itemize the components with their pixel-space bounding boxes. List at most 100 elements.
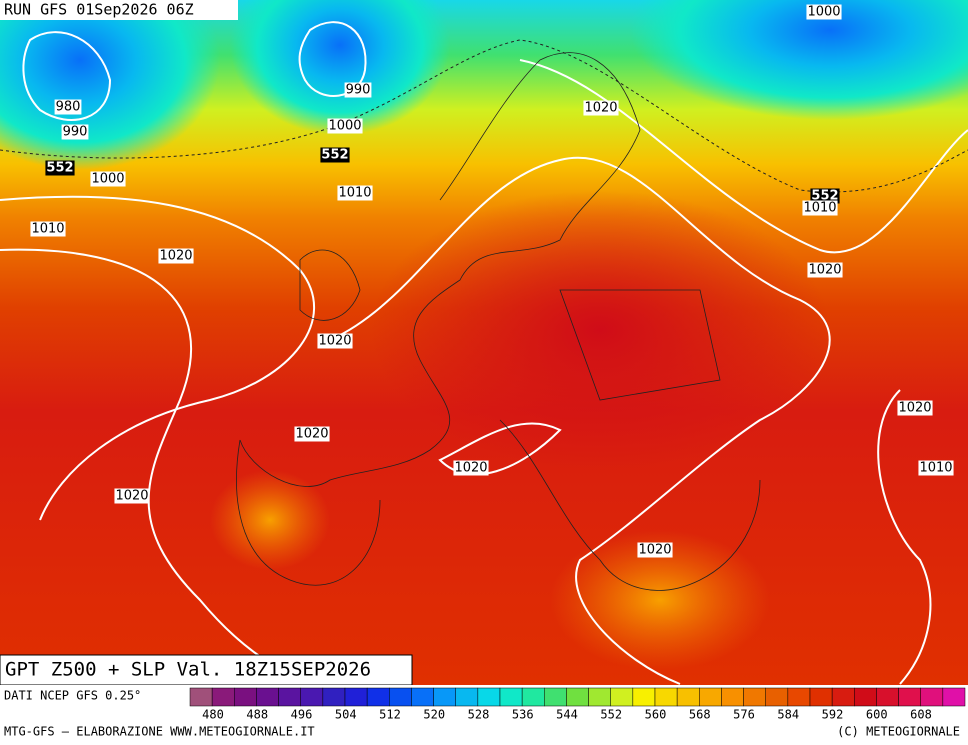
label-box bbox=[637, 542, 673, 558]
legend-tick-label: 608 bbox=[910, 708, 932, 722]
legend-swatch bbox=[809, 687, 833, 707]
label-box bbox=[320, 147, 350, 163]
legend-tick-label: 520 bbox=[423, 708, 445, 722]
legend-tick-label: 496 bbox=[291, 708, 313, 722]
legend-swatch bbox=[521, 687, 545, 707]
map-title: GPT Z500 + SLP Val. 18Z15SEP2026 bbox=[5, 659, 371, 681]
isobar-label: 1020 bbox=[808, 263, 841, 278]
isobar-label: 552 bbox=[321, 148, 348, 163]
legend-swatch bbox=[854, 687, 877, 707]
isobars bbox=[0, 21, 968, 685]
legend-swatch bbox=[322, 687, 346, 707]
isobar-label: 1010 bbox=[919, 461, 952, 476]
label-box bbox=[344, 82, 372, 98]
legend-tick-label: 576 bbox=[733, 708, 755, 722]
legend-tick-label: 544 bbox=[556, 708, 578, 722]
legend-tick-label: 552 bbox=[600, 708, 622, 722]
label-box bbox=[583, 100, 619, 116]
legend-swatch bbox=[654, 687, 678, 707]
isobar-label: 1000 bbox=[807, 5, 840, 20]
label-box bbox=[294, 426, 330, 442]
isobar-label: 1020 bbox=[898, 401, 931, 416]
legend-swatch bbox=[765, 687, 789, 707]
isobar-label: 990 bbox=[63, 125, 88, 140]
legend-tick-label: 504 bbox=[335, 708, 357, 722]
isobar-label: 990 bbox=[346, 83, 371, 98]
legend-swatch bbox=[411, 687, 434, 707]
legend-swatch bbox=[189, 687, 213, 707]
label-box bbox=[453, 460, 489, 476]
label-box bbox=[897, 400, 933, 416]
isobar-label: 1000 bbox=[328, 119, 361, 134]
legend-swatch bbox=[942, 687, 966, 707]
legend-swatch bbox=[300, 687, 324, 707]
legend-tick-label: 600 bbox=[866, 708, 888, 722]
label-box bbox=[802, 200, 838, 216]
label-box bbox=[54, 99, 82, 115]
legend-tick-label: 536 bbox=[512, 708, 534, 722]
title-box bbox=[0, 654, 413, 686]
isobar-label: 980 bbox=[56, 100, 81, 115]
label-box bbox=[918, 460, 954, 476]
footer-left: MTG-GFS — ELABORAZIONE WWW.METEOGIORNALE… bbox=[4, 725, 315, 739]
label-box bbox=[807, 262, 843, 278]
legend-swatch bbox=[721, 687, 744, 707]
legend-swatch bbox=[544, 687, 567, 707]
isobar-label: 552 bbox=[811, 189, 838, 204]
isobar-label: 1020 bbox=[638, 543, 671, 558]
legend-swatch bbox=[787, 687, 811, 707]
isobar-label: 1020 bbox=[295, 427, 328, 442]
legend-swatch bbox=[898, 687, 921, 707]
legend-swatch bbox=[588, 687, 611, 707]
isobar-labels: 9809905521000101010209901000552101010001… bbox=[30, 4, 954, 558]
legend-swatch bbox=[256, 687, 279, 707]
legend-tick-label: 584 bbox=[777, 708, 799, 722]
legend-swatch bbox=[344, 687, 368, 707]
label-box bbox=[90, 171, 126, 187]
label-box bbox=[317, 333, 353, 349]
isobar-label: 1020 bbox=[115, 489, 148, 504]
legend-tick-label: 592 bbox=[822, 708, 844, 722]
legend-tick-label: 568 bbox=[689, 708, 711, 722]
label-box bbox=[114, 488, 150, 504]
legend-swatch bbox=[389, 687, 412, 707]
label-box bbox=[327, 118, 363, 134]
isobar-label: 1010 bbox=[31, 222, 64, 237]
legend-swatch bbox=[699, 687, 722, 707]
isobar-label: 1020 bbox=[454, 461, 487, 476]
coastlines bbox=[236, 52, 761, 591]
legend-swatch bbox=[566, 687, 589, 707]
legend-swatch bbox=[876, 687, 899, 707]
isobar-label: 1010 bbox=[338, 186, 371, 201]
color-legend: 480 488 496 504 512 520 528 536 544 552 560 568 576 5… bbox=[189, 687, 966, 722]
isobar-label: 1020 bbox=[159, 249, 192, 264]
isobar-label: 1020 bbox=[584, 101, 617, 116]
label-box bbox=[810, 188, 840, 204]
legend-tick-label: 480 bbox=[202, 708, 224, 722]
run-box bbox=[0, 0, 238, 20]
legend-swatch bbox=[610, 687, 634, 707]
legend-swatch bbox=[920, 687, 944, 707]
legend-tick-label: 560 bbox=[645, 708, 667, 722]
legend-swatch bbox=[632, 687, 656, 707]
isobar-label: 1000 bbox=[91, 172, 124, 187]
legend-swatch bbox=[366, 687, 390, 707]
legend-tick-label: 528 bbox=[468, 708, 490, 722]
legend-swatch bbox=[499, 687, 523, 707]
label-box bbox=[45, 160, 75, 176]
legend-swatch bbox=[234, 687, 257, 707]
legend-swatch bbox=[278, 687, 301, 707]
legend-tick-label: 488 bbox=[246, 708, 268, 722]
legend-swatch bbox=[477, 687, 501, 707]
label-box bbox=[30, 221, 66, 237]
legend-swatch bbox=[676, 687, 700, 707]
isobar-label: 1010 bbox=[803, 201, 836, 216]
legend-swatch bbox=[743, 687, 766, 707]
run-label: RUN GFS 01Sep2026 06Z bbox=[4, 1, 194, 19]
label-box bbox=[61, 124, 89, 140]
source-label: DATI NCEP GFS 0.25° bbox=[4, 689, 141, 703]
label-box bbox=[158, 248, 194, 264]
legend-swatch bbox=[211, 687, 235, 707]
legend-tick-label: 512 bbox=[379, 708, 401, 722]
